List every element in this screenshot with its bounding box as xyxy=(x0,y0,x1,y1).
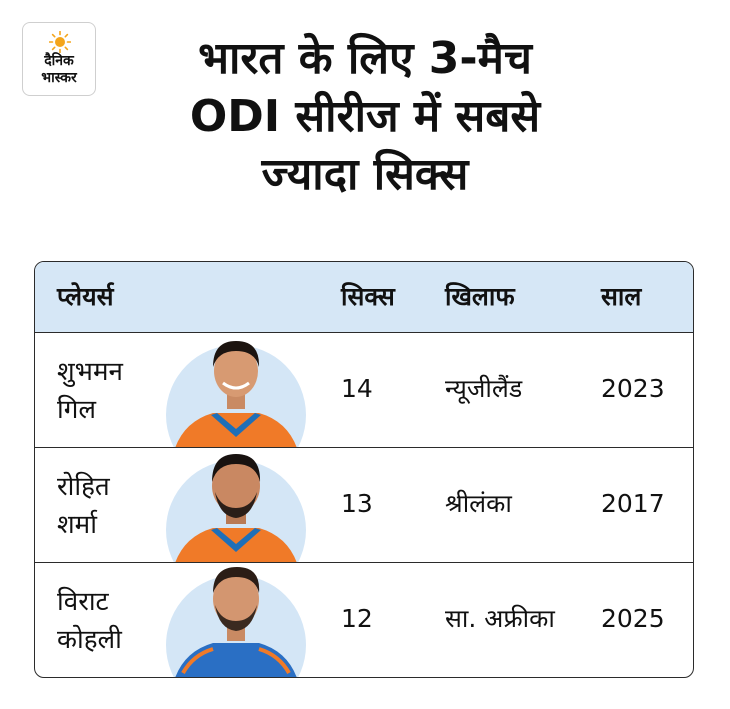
table-row: विराट कोहली 12 सा. अफ्रीका 2025 xyxy=(35,562,693,677)
player-name: शुभमन गिल xyxy=(57,353,123,429)
year: 2025 xyxy=(601,604,665,633)
player-name-line1: विराट xyxy=(57,587,109,617)
sixes-count: 13 xyxy=(341,489,373,518)
against-team: सा. अफ्रीका xyxy=(445,604,555,633)
sixes-count: 12 xyxy=(341,604,373,633)
player-name-line2: गिल xyxy=(57,395,97,425)
brand-logo: दैनिक भास्कर xyxy=(22,22,96,96)
year: 2023 xyxy=(601,374,665,403)
player-name: रोहित शर्मा xyxy=(57,468,110,544)
player-name-line2: कोहली xyxy=(57,625,122,655)
header-year: साल xyxy=(601,282,642,311)
logo-text-line2: भास्कर xyxy=(41,70,77,86)
player-photo-avatar xyxy=(166,341,306,448)
sixes-count: 14 xyxy=(341,374,373,403)
player-photo-avatar xyxy=(166,454,306,563)
table-row: रोहित शर्मा 13 श्रीलंका 2017 xyxy=(35,447,693,563)
table-header: प्लेयर्स सिक्स खिलाफ साल xyxy=(35,262,693,332)
player-name-line1: रोहित xyxy=(57,472,110,502)
sixes-table: प्लेयर्स सिक्स खिलाफ साल शुभमन गिल 14 न्… xyxy=(34,261,694,678)
player-name: विराट कोहली xyxy=(57,583,122,659)
table-row: शुभमन गिल 14 न्यूजीलैंड 2023 xyxy=(35,332,693,448)
header-sixes: सिक्स xyxy=(341,282,395,311)
header-players: प्लेयर्स xyxy=(57,282,114,311)
page-title: भारत के लिए 3-मैच ODI सीरीज में सबसे ज्य… xyxy=(110,30,620,204)
title-line-1: भारत के लिए 3-मैच xyxy=(198,33,532,84)
player-name-line1: शुभमन xyxy=(57,357,123,387)
against-team: न्यूजीलैंड xyxy=(445,374,523,403)
header-against: खिलाफ xyxy=(445,282,515,311)
logo-text-line1: दैनिक xyxy=(44,53,74,69)
player-name-line2: शर्मा xyxy=(57,510,97,540)
title-line-3: ज्यादा सिक्स xyxy=(261,149,469,200)
player-photo-avatar xyxy=(166,567,306,677)
against-team: श्रीलंका xyxy=(445,489,512,518)
sun-icon xyxy=(49,31,71,53)
title-line-2: ODI सीरीज में सबसे xyxy=(189,91,541,142)
year: 2017 xyxy=(601,489,665,518)
